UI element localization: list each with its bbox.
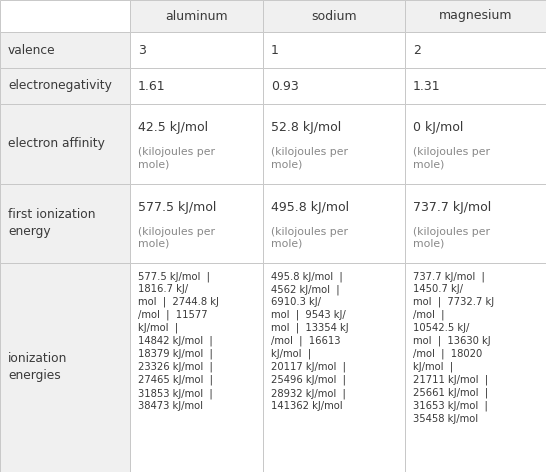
Text: 0.93: 0.93 bbox=[271, 79, 299, 93]
Bar bbox=[405, 184, 546, 263]
Bar bbox=[130, 0, 263, 32]
Text: (kilojoules per
mole): (kilojoules per mole) bbox=[413, 147, 490, 169]
Bar bbox=[263, 68, 405, 104]
Bar bbox=[263, 263, 405, 472]
Text: sodium: sodium bbox=[311, 9, 357, 23]
Text: 42.5 kJ/mol: 42.5 kJ/mol bbox=[138, 121, 208, 135]
Bar bbox=[263, 104, 405, 184]
Text: 1: 1 bbox=[271, 43, 279, 57]
Bar bbox=[0, 184, 130, 263]
Text: ionization
energies: ionization energies bbox=[8, 353, 67, 382]
Bar bbox=[405, 0, 546, 32]
Text: (kilojoules per
mole): (kilojoules per mole) bbox=[138, 227, 215, 249]
Text: 52.8 kJ/mol: 52.8 kJ/mol bbox=[271, 121, 341, 135]
Bar bbox=[263, 184, 405, 263]
Bar bbox=[130, 32, 263, 68]
Text: 2: 2 bbox=[413, 43, 421, 57]
Bar bbox=[405, 32, 546, 68]
Text: 495.8 kJ/mol  |
4562 kJ/mol  |
6910.3 kJ/
mol  |  9543 kJ/
mol  |  13354 kJ
/mol: 495.8 kJ/mol | 4562 kJ/mol | 6910.3 kJ/ … bbox=[271, 271, 349, 411]
Text: 0 kJ/mol: 0 kJ/mol bbox=[413, 121, 464, 135]
Bar bbox=[405, 68, 546, 104]
Text: 737.7 kJ/mol: 737.7 kJ/mol bbox=[413, 201, 491, 214]
Text: (kilojoules per
mole): (kilojoules per mole) bbox=[138, 147, 215, 169]
Bar bbox=[0, 104, 130, 184]
Bar bbox=[0, 263, 130, 472]
Text: (kilojoules per
mole): (kilojoules per mole) bbox=[413, 227, 490, 249]
Text: electron affinity: electron affinity bbox=[8, 137, 105, 151]
Text: 1.61: 1.61 bbox=[138, 79, 165, 93]
Text: 1.31: 1.31 bbox=[413, 79, 441, 93]
Bar bbox=[0, 0, 130, 32]
Bar bbox=[405, 104, 546, 184]
Text: 737.7 kJ/mol  |
1450.7 kJ/
mol  |  7732.7 kJ
/mol  |
10542.5 kJ/
mol  |  13630 k: 737.7 kJ/mol | 1450.7 kJ/ mol | 7732.7 k… bbox=[413, 271, 494, 424]
Bar bbox=[0, 32, 130, 68]
Bar bbox=[263, 0, 405, 32]
Bar bbox=[263, 32, 405, 68]
Text: first ionization
energy: first ionization energy bbox=[8, 209, 96, 238]
Bar bbox=[130, 68, 263, 104]
Bar bbox=[0, 68, 130, 104]
Text: magnesium: magnesium bbox=[439, 9, 512, 23]
Text: electronegativity: electronegativity bbox=[8, 79, 112, 93]
Text: (kilojoules per
mole): (kilojoules per mole) bbox=[271, 227, 348, 249]
Bar bbox=[130, 263, 263, 472]
Bar bbox=[130, 184, 263, 263]
Text: aluminum: aluminum bbox=[165, 9, 228, 23]
Text: valence: valence bbox=[8, 43, 56, 57]
Text: (kilojoules per
mole): (kilojoules per mole) bbox=[271, 147, 348, 169]
Bar bbox=[405, 263, 546, 472]
Text: 495.8 kJ/mol: 495.8 kJ/mol bbox=[271, 201, 349, 214]
Text: 577.5 kJ/mol: 577.5 kJ/mol bbox=[138, 201, 216, 214]
Text: 3: 3 bbox=[138, 43, 146, 57]
Bar bbox=[130, 104, 263, 184]
Text: 577.5 kJ/mol  |
1816.7 kJ/
mol  |  2744.8 kJ
/mol  |  11577
kJ/mol  |
14842 kJ/m: 577.5 kJ/mol | 1816.7 kJ/ mol | 2744.8 k… bbox=[138, 271, 219, 411]
